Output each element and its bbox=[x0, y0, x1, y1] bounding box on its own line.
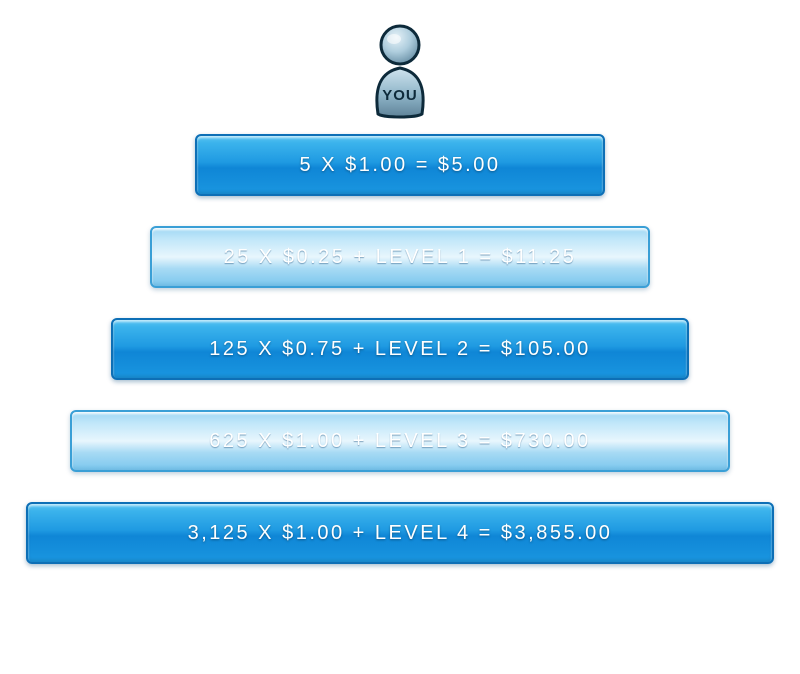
tier-level-1: 5 X $1.00 = $5.00 bbox=[195, 134, 605, 196]
you-icon: YOU bbox=[362, 18, 438, 120]
tier-level-2: 25 X $0.25 + LEVEL 1 = $11.25 bbox=[150, 226, 650, 288]
tier-label: 5 X $1.00 = $5.00 bbox=[300, 154, 501, 177]
tier-label: 3,125 X $1.00 + LEVEL 4 = $3,855.00 bbox=[188, 522, 613, 545]
tier-level-5: 3,125 X $1.00 + LEVEL 4 = $3,855.00 bbox=[26, 502, 774, 564]
tier-level-4: 625 X $1.00 + LEVEL 3 = $730.00 bbox=[70, 410, 730, 472]
tier-level-3: 125 X $0.75 + LEVEL 2 = $105.00 bbox=[111, 318, 689, 380]
you-icon-label: YOU bbox=[382, 87, 418, 104]
tier-label: 125 X $0.75 + LEVEL 2 = $105.00 bbox=[209, 338, 590, 361]
pyramid-diagram: YOU 5 X $1.00 = $5.00 25 X $0.25 + LEVEL… bbox=[0, 0, 800, 674]
tier-label: 625 X $1.00 + LEVEL 3 = $730.00 bbox=[209, 430, 590, 453]
tier-label: 25 X $0.25 + LEVEL 1 = $11.25 bbox=[224, 246, 577, 269]
